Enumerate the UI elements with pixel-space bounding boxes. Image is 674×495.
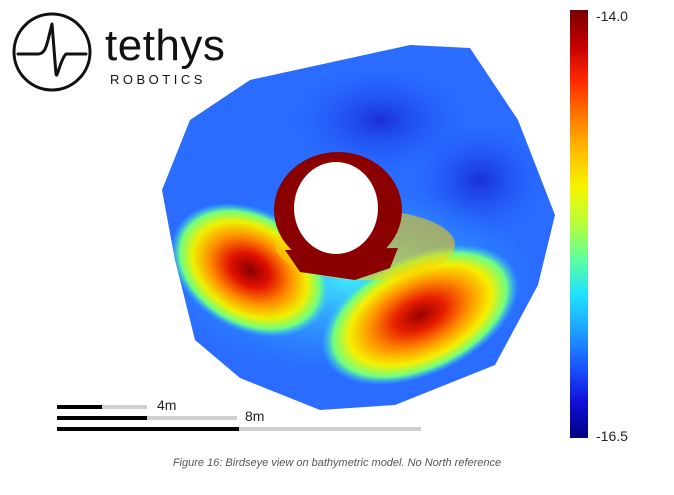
colorbar-max-label: -14.0 [596, 8, 628, 24]
scale-label-4m: 4m [157, 397, 177, 413]
central-void [294, 162, 378, 254]
figure-caption: Figure 16: Birdseye view on bathymetric … [172, 457, 502, 469]
scale-label-8m: 8m [245, 408, 265, 424]
tethys-logo-mark-icon [12, 12, 92, 92]
bathymetric-map [162, 45, 555, 410]
brand-name: tethys [105, 21, 226, 70]
tethys-logo: tethys ROBOTICS [10, 10, 250, 94]
brand-subtitle: ROBOTICS [110, 72, 206, 87]
depth-colorbar [570, 10, 588, 438]
colorbar-min-label: -16.5 [596, 428, 628, 444]
